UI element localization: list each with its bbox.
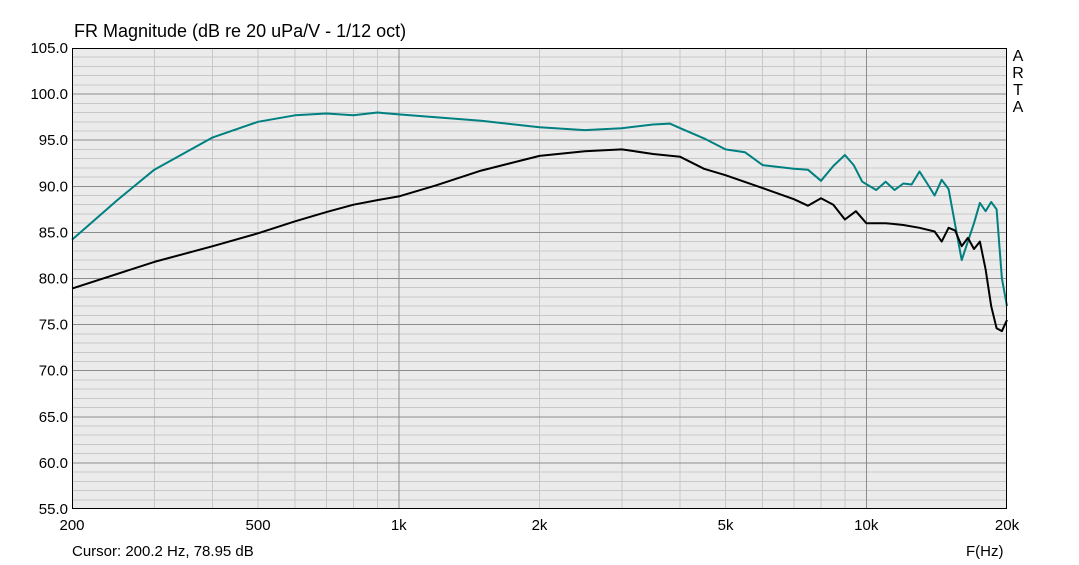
y-tick-label: 95.0: [39, 132, 68, 149]
minor-gridlines: [72, 48, 1007, 509]
y-tick-label: 85.0: [39, 224, 68, 241]
y-tick-label: 60.0: [39, 455, 68, 472]
arta-watermark: A R T A: [1012, 48, 1024, 116]
y-tick-label: 70.0: [39, 363, 68, 380]
x-tick-label: 5k: [718, 517, 734, 534]
x-tick-label: 10k: [854, 517, 879, 534]
y-tick-label: 75.0: [39, 317, 68, 334]
series-layer: [71, 111, 1008, 333]
cursor-readout: Cursor: 200.2 Hz, 78.95 dB: [72, 543, 254, 560]
series-line-2: [71, 148, 1008, 333]
x-axis-label: F(Hz): [966, 543, 1004, 560]
x-axis-ticks: 200 500 1k 2k 5k 10k 20k: [59, 517, 1019, 534]
chart-title: FR Magnitude (dB re 20 uPa/V - 1/12 oct): [74, 21, 407, 41]
y-tick-label: 105.0: [30, 40, 68, 57]
y-tick-label: 65.0: [39, 409, 68, 426]
x-tick-label: 1k: [391, 517, 407, 534]
plot-frame: [72, 48, 1007, 509]
y-tick-label: 55.0: [39, 501, 68, 518]
x-tick-label: 200: [59, 517, 84, 534]
y-tick-label: 80.0: [39, 271, 68, 288]
y-axis-ticks: 55.0 60.0 65.0 70.0 75.0 80.0 85.0 90.0 95.0 100.…: [30, 40, 68, 518]
y-tick-label: 90.0: [39, 178, 68, 195]
x-tick-label: 500: [246, 517, 271, 534]
major-gridlines: [72, 48, 1007, 509]
y-tick-label: 100.0: [30, 86, 68, 103]
x-tick-label: 2k: [532, 517, 548, 534]
x-tick-label: 20k: [995, 517, 1020, 534]
